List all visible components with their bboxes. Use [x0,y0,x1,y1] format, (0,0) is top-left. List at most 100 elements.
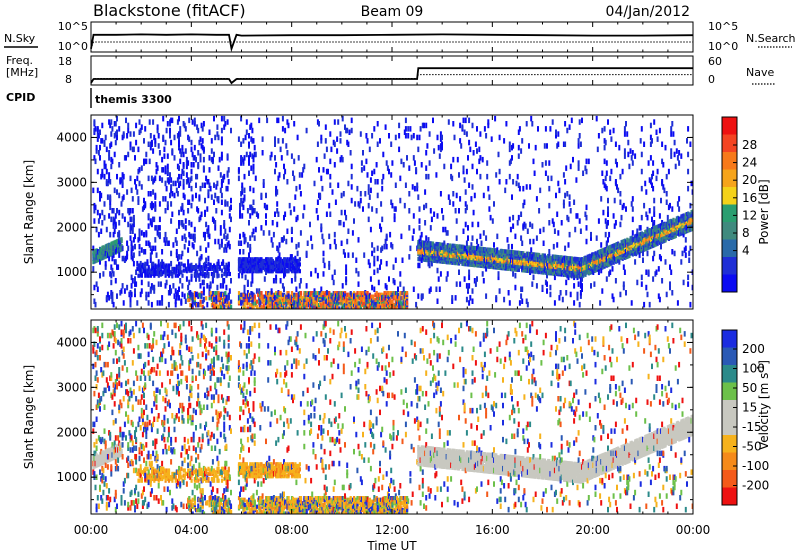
power-cell [293,121,296,127]
power-cell [303,297,306,303]
power-cell [262,230,265,236]
power-cell [206,206,209,212]
power-cell [111,158,114,165]
power-cell [531,254,534,260]
power-cell [227,261,230,266]
power-cell [201,279,204,286]
power-cell [526,251,529,256]
power-cell [158,231,161,238]
power-cell [198,194,201,200]
power-cell [560,259,563,265]
power-cell [138,119,141,125]
power-cell [213,267,215,274]
power-cell [176,290,179,296]
power-cell [105,226,108,233]
power-cell [228,206,231,212]
power-cell [538,252,541,258]
power-cell [365,133,368,139]
power-cell [175,295,178,301]
power-cell [436,213,439,219]
power-cell [359,131,362,137]
power-cell [269,265,272,270]
power-cell [252,163,255,170]
power-cell [305,250,308,257]
power-cell [225,262,228,269]
power-cell [129,208,132,214]
power-cell [149,286,152,292]
nsky-label: N.Sky [4,32,36,45]
power-cell [533,269,536,274]
power-cell [161,156,164,163]
power-cell [108,155,111,161]
power-cell [253,144,256,151]
power-cell [303,291,306,296]
power-cell [287,122,290,129]
power-cell [290,237,293,243]
power-cell [150,204,153,211]
power-cell [150,266,154,271]
power-cell [277,306,280,309]
power-cell [609,256,612,262]
power-cell [398,301,401,308]
power-cell [512,262,515,267]
power-cell [125,117,127,124]
power-cell [262,182,265,188]
power-cell [248,264,251,269]
power-cell [258,306,261,309]
power-cell [220,151,223,158]
power-cell [462,168,465,175]
power-cell [488,263,491,268]
power-cell [514,233,517,240]
power-cell [520,293,523,299]
power-cell [385,297,388,303]
power-cell [439,191,442,197]
power-cell [152,261,155,266]
power-cell [149,202,152,209]
power-cell [289,266,292,272]
power-cell [135,139,138,146]
power-cell [170,139,173,146]
power-cell [568,124,571,130]
power-cell [112,231,115,238]
power-cell [307,299,310,304]
power-cell [609,269,612,275]
power-cell [127,245,130,252]
power-cell [129,290,132,296]
power-cell [292,257,295,262]
power-cell [144,201,147,207]
power-cell [319,301,322,306]
power-cell [178,209,180,216]
power-cell [328,202,331,209]
power-cell [101,172,104,178]
power-cell [223,271,226,277]
power-cell [157,225,160,231]
power-cell [199,269,202,275]
power-cell [334,301,338,306]
power-cell [190,146,193,153]
power-cell [296,301,299,308]
power-cell [190,262,193,269]
power-cell [277,117,280,124]
power-cell [184,148,187,154]
power-cell [564,245,567,252]
power-cell [188,291,191,296]
power-cell [201,144,204,151]
power-cell [338,293,341,299]
power-cell [464,201,467,207]
power-cell [243,284,246,291]
power-cell [559,290,562,296]
power-cell [294,255,297,262]
power-cell [126,189,129,195]
power-cell [170,288,173,294]
power-cell [290,254,293,260]
power-cell [116,189,118,195]
power-cell [266,296,269,303]
power-cell [551,218,554,224]
power-cell [368,293,371,299]
power-cell [455,281,458,287]
power-cell [315,156,318,163]
power-cell [276,264,279,269]
power-cell [147,191,150,197]
power-cell [244,266,247,272]
power-cell [578,260,581,267]
